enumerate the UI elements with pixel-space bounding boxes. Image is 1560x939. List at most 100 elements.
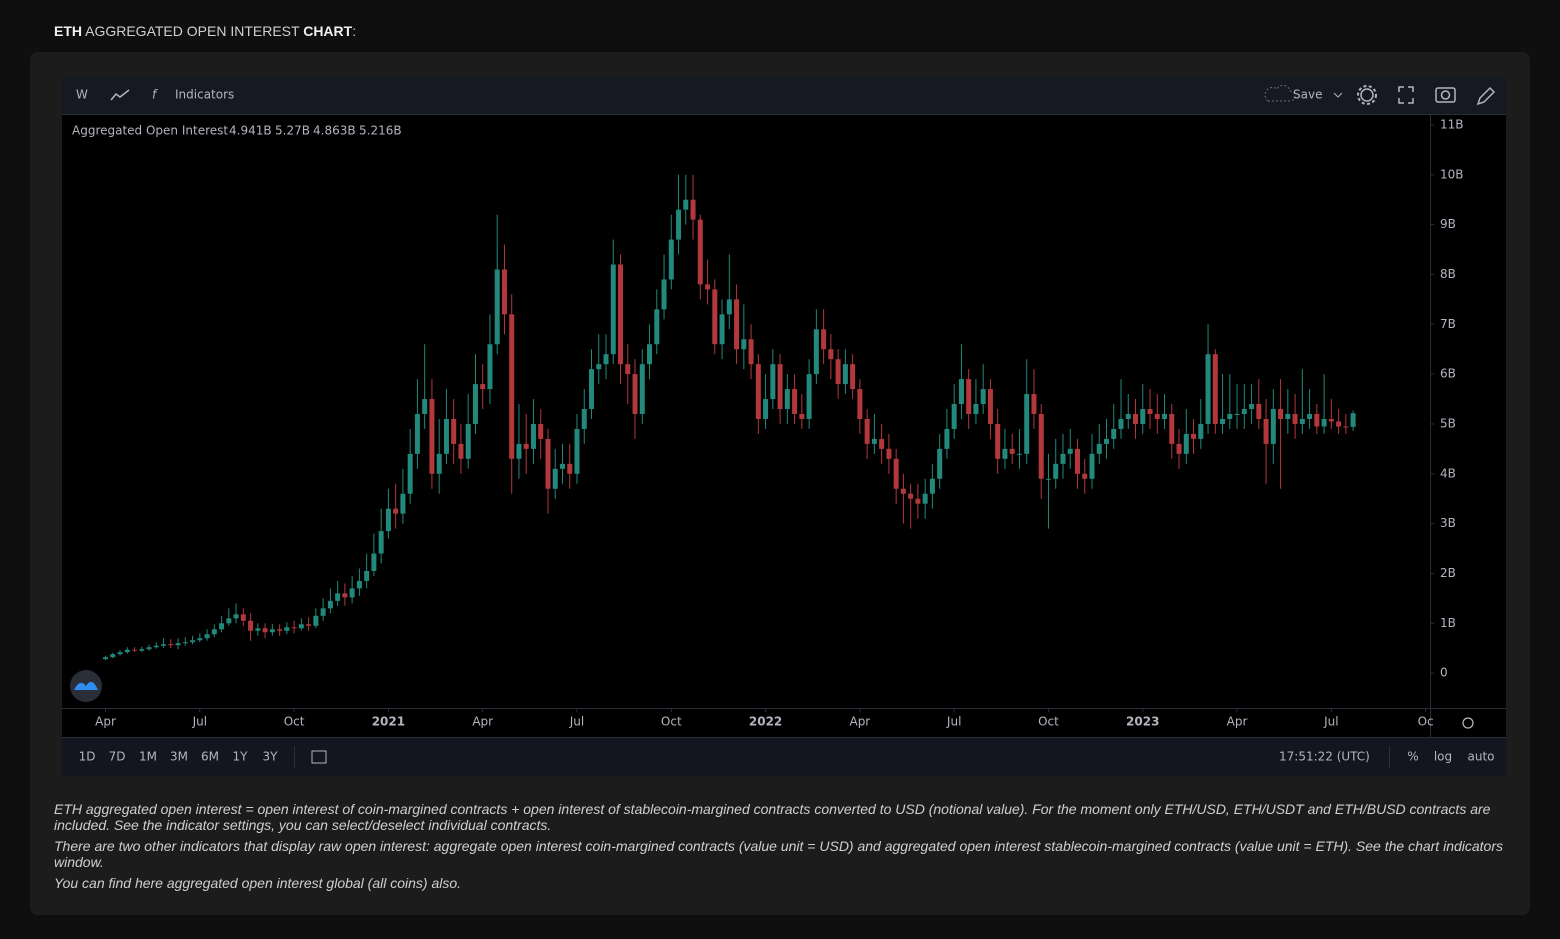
y-tick-label: 11B: [1440, 117, 1464, 131]
candle-body: [182, 642, 188, 644]
candle-body: [313, 615, 319, 626]
candle-body: [922, 493, 928, 504]
candle-body: [958, 379, 964, 405]
candle-body: [414, 413, 420, 454]
title-part: ETH: [54, 23, 82, 39]
range-button[interactable]: 3M: [170, 750, 188, 764]
candle-body: [632, 374, 638, 414]
candle-body: [1278, 409, 1284, 419]
range-button[interactable]: 1D: [79, 750, 96, 764]
candle-body: [1024, 394, 1030, 454]
range-button[interactable]: 1Y: [233, 750, 249, 764]
candle-body: [538, 423, 544, 439]
candle-body: [1270, 409, 1276, 444]
candle-body: [1154, 413, 1160, 419]
candle-body: [153, 645, 159, 648]
candle-body: [654, 309, 660, 345]
candle-body: [574, 428, 580, 474]
interval-button[interactable]: W: [76, 88, 88, 102]
candle-body: [552, 468, 558, 489]
candle-body: [197, 638, 203, 641]
chart-widget: W f Indicators Save 17:51:22 (UTC) 0 1B 2B…: [62, 76, 1506, 776]
candle-body: [161, 644, 167, 646]
legend-value: 5.216B: [359, 124, 402, 138]
y-tick-label: 5B: [1440, 416, 1456, 430]
axis-settings-icon[interactable]: [1462, 717, 1474, 729]
candle-body: [647, 344, 653, 365]
candle-body: [378, 531, 384, 554]
candle-body: [668, 239, 674, 280]
x-tick-label: 2022: [749, 715, 782, 729]
candle-body: [1256, 404, 1262, 419]
save-button[interactable]: Save: [1293, 88, 1322, 102]
candle-body: [1133, 413, 1139, 424]
candle-body: [741, 339, 747, 350]
candle-body: [190, 640, 196, 643]
fx-icon[interactable]: f: [152, 88, 158, 102]
fullscreen-icon[interactable]: [1398, 86, 1414, 104]
candle-body: [806, 374, 812, 419]
settings-icon[interactable]: [1360, 88, 1374, 102]
candle-body: [240, 614, 246, 621]
range-button[interactable]: 3Y: [263, 750, 279, 764]
legend-value: 4.863B: [313, 124, 356, 138]
x-tick-label: Oc: [1418, 715, 1434, 729]
scale-option[interactable]: log: [1434, 750, 1452, 764]
y-tick-label: 1B: [1440, 616, 1456, 630]
candle-body: [400, 493, 406, 514]
y-tick-label: 4B: [1440, 466, 1456, 480]
candle-body: [523, 443, 529, 449]
candle-body: [828, 349, 834, 360]
candle-body: [886, 448, 892, 459]
candle-body: [879, 438, 885, 449]
y-tick-label: 2B: [1440, 566, 1456, 580]
candle-body: [516, 443, 522, 459]
candle-body: [915, 498, 921, 504]
y-tick-label: 7B: [1440, 317, 1456, 331]
candle-body: [618, 264, 624, 365]
indicators-button[interactable]: Indicators: [175, 88, 234, 102]
range-button[interactable]: 6M: [201, 750, 219, 764]
candle-body: [385, 508, 391, 532]
cloud-icon[interactable]: [1264, 84, 1296, 102]
candle-body: [1009, 448, 1015, 454]
candle-body: [1350, 413, 1356, 427]
candle-body: [864, 418, 870, 444]
candle-body: [661, 279, 667, 310]
title-part: CHART: [303, 23, 353, 39]
range-button[interactable]: 1M: [139, 750, 157, 764]
save-dropdown[interactable]: [1333, 92, 1343, 98]
candle-body: [1147, 409, 1153, 414]
screenshot-icon[interactable]: [1435, 87, 1456, 103]
notes: ETH aggregated open interest = open inte…: [54, 801, 1516, 896]
candle-body: [371, 553, 377, 571]
draw-icon[interactable]: [1476, 86, 1496, 106]
candle-body: [1038, 413, 1044, 479]
candle-body: [1002, 448, 1008, 459]
candle-body: [356, 580, 362, 589]
scale-option[interactable]: %: [1407, 750, 1418, 764]
candle-body: [596, 364, 602, 370]
range-button[interactable]: 7D: [109, 750, 126, 764]
page-title: ETH AGGREGATED OPEN INTEREST CHART:: [54, 23, 356, 39]
camera-lens: [1440, 90, 1451, 100]
candle-body: [487, 344, 493, 390]
y-tick-label: 6B: [1440, 367, 1456, 381]
legend-value: 4.941B: [229, 124, 272, 138]
chart-type-icon[interactable]: [110, 89, 130, 101]
logo-mark: [74, 681, 98, 690]
candle-body: [842, 364, 848, 385]
candle-body: [291, 627, 297, 629]
candle-body: [342, 593, 348, 598]
candle-body: [705, 284, 711, 290]
clock: 17:51:22 (UTC): [1279, 750, 1370, 764]
scale-option[interactable]: auto: [1467, 750, 1494, 764]
candle-body: [755, 364, 761, 419]
candle-body: [857, 389, 863, 419]
legend-series-name: Aggregated Open Interest: [72, 124, 228, 138]
candle-body: [472, 384, 478, 424]
candle-body: [813, 329, 819, 375]
toolbar: [62, 76, 1506, 114]
candle-body: [1307, 413, 1313, 419]
date-range-icon[interactable]: [311, 750, 327, 764]
